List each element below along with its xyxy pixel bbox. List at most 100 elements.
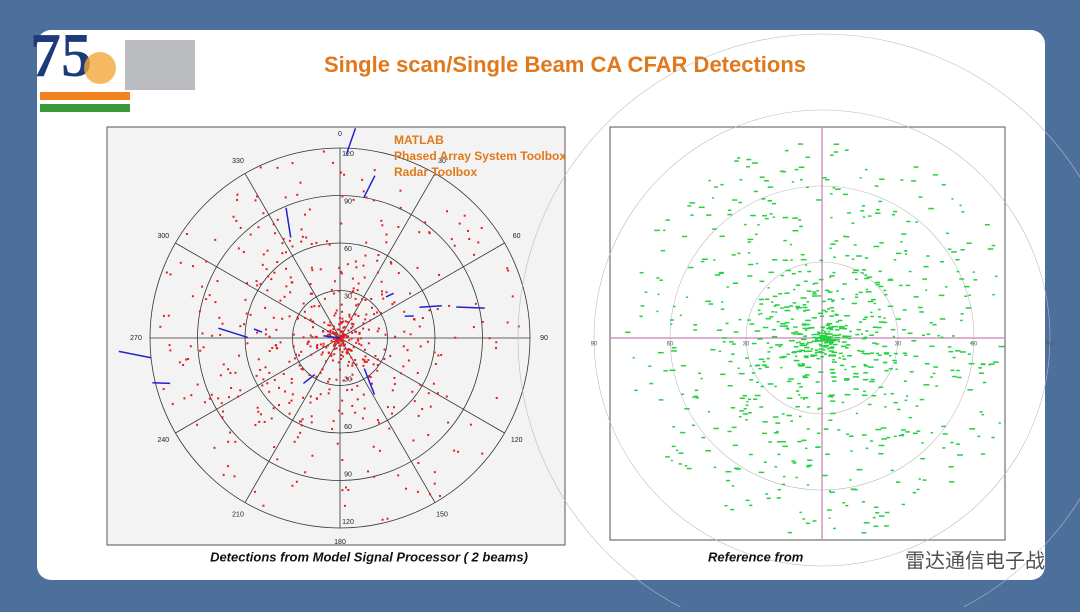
detection-dot — [812, 293, 816, 295]
detection-dot — [186, 233, 188, 235]
detection-dot — [169, 344, 171, 346]
detection-dot — [185, 359, 187, 361]
detection-dot — [310, 354, 312, 356]
range-label: 30 — [895, 342, 902, 348]
detection-dot — [238, 355, 240, 357]
detection-dot — [888, 306, 894, 308]
detection-dot — [311, 269, 313, 271]
detection-dot — [799, 386, 803, 388]
detection-dot — [875, 212, 881, 214]
detection-dot — [927, 334, 931, 336]
detection-dot — [671, 460, 673, 462]
detection-dot — [285, 285, 287, 287]
detection-dot — [748, 264, 753, 266]
detection-dot — [857, 469, 863, 471]
detection-dot — [721, 301, 723, 303]
detection-dot — [823, 346, 827, 348]
detection-dot — [361, 179, 363, 181]
detection-dot — [894, 436, 897, 438]
detection-dot — [681, 394, 684, 396]
detection-dot — [274, 232, 276, 234]
detection-dot — [864, 522, 870, 524]
detection-dot — [262, 378, 264, 380]
detection-dot — [950, 442, 953, 444]
detection-dot — [765, 493, 768, 495]
detection-dot — [673, 306, 676, 308]
detection-dot — [933, 366, 938, 368]
detection-dot — [919, 478, 921, 480]
detection-dot — [834, 314, 837, 316]
detection-dot — [925, 289, 927, 291]
detection-dot — [807, 290, 812, 292]
detection-dot — [973, 279, 977, 281]
detection-dot — [768, 383, 774, 385]
detection-dot — [830, 400, 835, 402]
detection-dot — [268, 391, 270, 393]
detection-dot — [192, 295, 194, 297]
detection-dot — [829, 343, 833, 345]
detection-dot — [732, 199, 737, 201]
detection-dot — [826, 324, 831, 326]
detection-dot — [862, 269, 866, 271]
detection-dot — [793, 230, 799, 232]
detection-dot — [265, 333, 267, 335]
detection-dot — [495, 347, 497, 349]
detection-dot — [334, 280, 336, 282]
detection-dot — [307, 343, 309, 345]
detection-dot — [512, 295, 514, 297]
detection-dot — [807, 459, 812, 461]
detection-dot — [802, 324, 807, 326]
detection-dot — [367, 359, 369, 361]
detection-dot — [337, 443, 339, 445]
detection-dot — [836, 321, 839, 323]
detection-dot — [417, 462, 419, 464]
detection-dot — [726, 286, 728, 288]
detection-dot — [344, 348, 346, 350]
detection-dot — [291, 485, 293, 487]
detection-dot — [759, 299, 764, 301]
detection-dot — [346, 353, 348, 355]
detection-dot — [353, 199, 355, 201]
detection-dot — [384, 348, 386, 350]
detection-dot — [771, 302, 773, 304]
detection-dot — [701, 261, 705, 263]
detection-dot — [366, 361, 368, 363]
detection-dot — [297, 436, 299, 438]
detection-dot — [828, 341, 830, 343]
detection-dot — [937, 335, 939, 337]
detection-dot — [906, 221, 910, 223]
detection-dot — [879, 286, 884, 288]
detection-dot — [884, 370, 888, 372]
detection-dot — [270, 278, 272, 280]
detection-dot — [389, 355, 391, 357]
detection-dot — [333, 338, 335, 340]
detection-dot — [419, 325, 421, 327]
detection-dot — [822, 475, 828, 477]
detection-dot — [187, 358, 189, 360]
detection-dot — [262, 505, 264, 507]
detection-dot — [259, 369, 261, 371]
detection-dot — [216, 280, 218, 282]
detection-dot — [929, 322, 932, 324]
detection-dot — [787, 328, 790, 330]
detection-dot — [708, 411, 710, 413]
detection-dot — [275, 329, 277, 331]
detection-dot — [393, 301, 395, 303]
detection-dot — [866, 448, 869, 450]
detection-dot — [374, 355, 376, 357]
detection-dot — [339, 349, 341, 351]
detection-dot — [828, 298, 833, 300]
detection-dot — [899, 285, 903, 287]
detection-dot — [345, 486, 347, 488]
detection-dot — [349, 316, 351, 318]
detection-dot — [739, 373, 745, 375]
detection-dot — [350, 292, 352, 294]
detection-dot — [308, 374, 310, 376]
detection-dot — [362, 322, 364, 324]
detection-dot — [807, 271, 811, 273]
detection-dot — [747, 239, 753, 241]
detection-dot — [783, 240, 786, 242]
detection-dot — [903, 309, 907, 311]
detection-dot — [839, 334, 842, 336]
